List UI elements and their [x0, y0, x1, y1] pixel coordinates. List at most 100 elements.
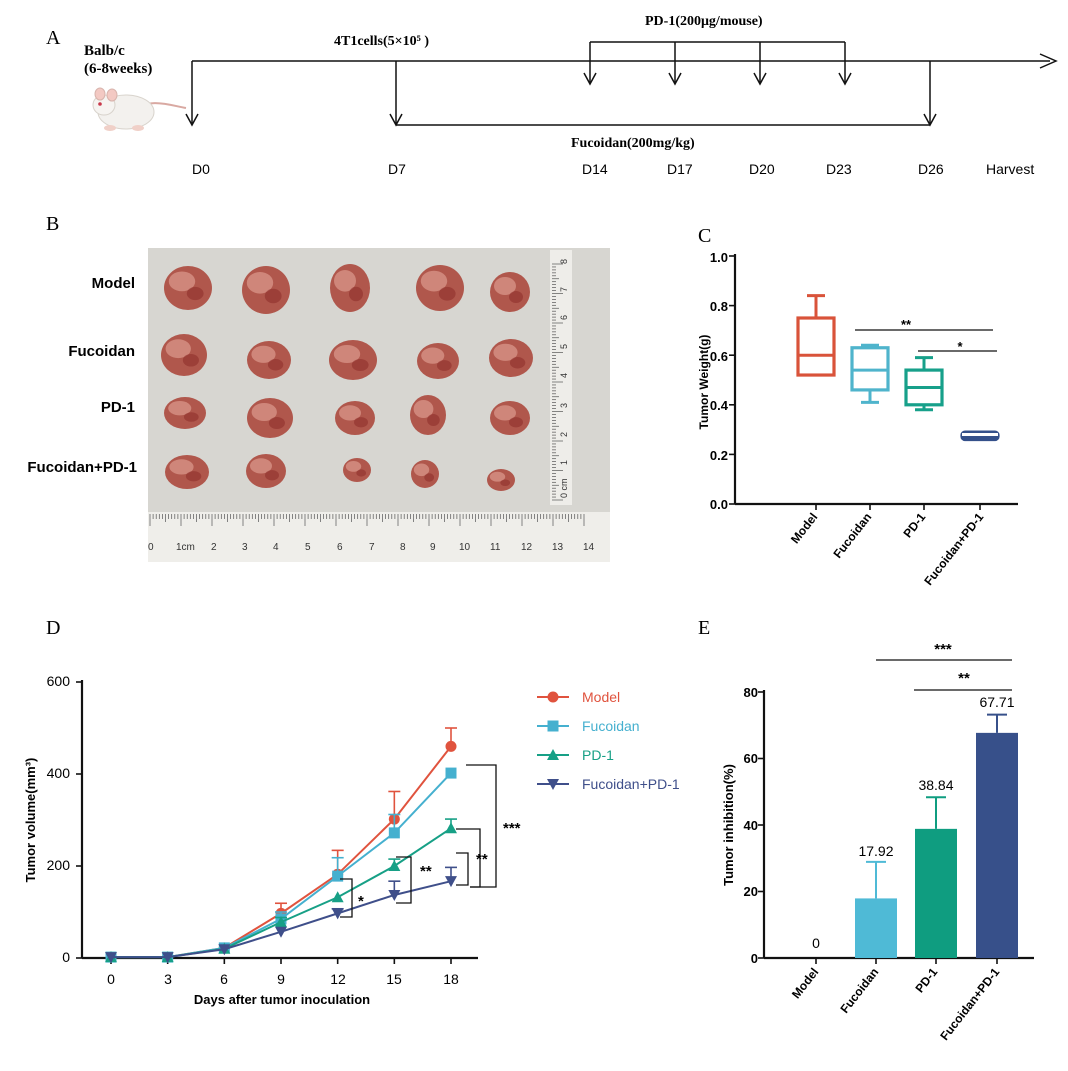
d-point — [331, 891, 344, 903]
mouse-label-line2: (6-8weeks) — [84, 61, 152, 77]
d-y-tick: 600 — [47, 673, 71, 689]
tumor-highlight — [413, 463, 430, 477]
panel-letter-b: B — [46, 213, 59, 235]
tumor-highlight — [493, 343, 518, 361]
fucoidan-bracket — [396, 61, 937, 127]
photo-row-labels: Model Fucoidan PD-1 Fucoidan+PD-1 — [27, 275, 137, 476]
tumor-highlight — [168, 271, 196, 292]
ruler-ticks — [149, 263, 585, 526]
c-x-tick: Fucoidan — [830, 510, 874, 561]
tumor — [247, 341, 291, 379]
d-y-tick: 0 — [62, 949, 70, 965]
tumor-highlight — [494, 277, 516, 295]
row-label-fucoidan: Fucoidan — [68, 343, 135, 360]
c-y-tick: 0.8 — [710, 299, 728, 314]
tumor-shadow — [509, 291, 523, 303]
e-y-tick: 20 — [744, 884, 758, 899]
tumor — [164, 266, 212, 310]
pd1-bracket — [583, 41, 852, 86]
e-x-tick: Model — [789, 965, 821, 1001]
ruler-label: 5 — [559, 344, 569, 349]
e-y-tick: 0 — [751, 951, 758, 966]
c-y-tick: 1.0 — [710, 250, 728, 265]
c-y-tick: 0.2 — [710, 448, 728, 463]
legend-marker-triangle — [547, 749, 559, 760]
d-sig-label: ** — [420, 863, 432, 880]
tumor-highlight — [169, 459, 194, 475]
tumor — [410, 395, 446, 435]
ruler-label: 6 — [337, 542, 343, 553]
tumor — [490, 401, 530, 435]
ruler-label: 6 — [559, 315, 569, 320]
mouse-icon — [92, 87, 187, 131]
tumor — [417, 343, 459, 379]
tumor-highlight — [339, 405, 361, 421]
tumor-shadow — [186, 286, 204, 301]
c-box — [796, 294, 836, 377]
tumor — [343, 458, 371, 482]
d-point — [332, 870, 344, 882]
d-x-tick: 6 — [220, 971, 228, 987]
legend-label: Fucoidan — [582, 718, 640, 734]
e-value-label: 67.71 — [979, 694, 1014, 710]
mouse-label-line1: Balb/c — [84, 43, 125, 59]
e-sig-labels: *** ** — [934, 641, 970, 687]
d-x-tick: 3 — [164, 971, 172, 987]
c-x-tick-labels: Model Fucoidan PD-1 Fucoidan+PD-1 — [788, 510, 987, 588]
e-bar — [855, 898, 897, 958]
tumor — [242, 266, 290, 314]
e-sig-label: *** — [934, 641, 952, 658]
ruler-label: 2 — [211, 542, 217, 553]
tumor-shadow — [509, 417, 523, 428]
ruler-label: 3 — [559, 403, 569, 408]
c-x-tick: Fucoidan+PD-1 — [921, 510, 986, 588]
tumor — [165, 455, 209, 489]
day-label: D7 — [388, 161, 406, 177]
tumor — [330, 264, 370, 312]
c-box — [960, 430, 1000, 442]
c-box-body — [796, 316, 836, 377]
e-bar — [915, 828, 957, 958]
d-x-tick: 9 — [277, 971, 285, 987]
ruler-label: 13 — [552, 542, 564, 553]
ruler-label: 5 — [305, 542, 311, 553]
e-x-tick: Fucoidan — [837, 965, 881, 1016]
row-label-combo: Fucoidan+PD-1 — [27, 459, 137, 476]
tumors — [161, 264, 533, 491]
ruler-label: 12 — [521, 542, 533, 553]
e-y-tick-labels: 0 20 40 60 80 — [744, 685, 758, 966]
tumor — [487, 469, 515, 491]
tumor-shadow — [436, 360, 452, 371]
e-value-label: 17.92 — [858, 843, 893, 859]
ruler-label: 9 — [430, 542, 436, 553]
c-box — [904, 356, 944, 412]
ruler-h-labels: 0 1cm 2 3 4 5 6 7 8 9 10 11 12 13 14 — [148, 542, 595, 553]
tumor-shadow — [268, 417, 285, 429]
e-value-labels: 0 17.92 38.84 67.71 — [812, 694, 1015, 951]
d-point — [275, 916, 287, 928]
d-x-axis-label: Days after tumor inoculation — [194, 992, 370, 1007]
legend-label: Model — [582, 689, 620, 705]
e-sig-lines — [876, 659, 1012, 691]
c-sig-label: * — [957, 339, 963, 354]
c-y-axis-label: Tumor Weight(g) — [697, 335, 711, 430]
ruler-label: 14 — [583, 542, 595, 553]
pd1-label: PD-1(200μg/mouse) — [645, 14, 763, 29]
c-x-tick: PD-1 — [900, 510, 928, 540]
day-label: D20 — [749, 161, 775, 177]
d-sig-label: ** — [476, 851, 488, 868]
legend-item-pd1: PD-1 — [537, 747, 614, 763]
ruler-label: 8 — [400, 542, 406, 553]
tumor-shadow — [185, 471, 202, 482]
tumor-highlight — [168, 401, 192, 416]
legend-item-fucoidan: Fucoidan — [537, 718, 640, 734]
legend-item-combo: Fucoidan+PD-1 — [537, 776, 680, 792]
d-point — [445, 876, 457, 888]
tumor-photo — [148, 248, 610, 562]
tumor — [411, 460, 439, 488]
ruler-v-labels: 0 cm 1 2 3 4 5 6 7 8 — [559, 259, 569, 498]
tumor-shadow — [265, 470, 279, 481]
ruler-label: 4 — [273, 542, 279, 553]
e-y-tick: 60 — [744, 751, 758, 766]
